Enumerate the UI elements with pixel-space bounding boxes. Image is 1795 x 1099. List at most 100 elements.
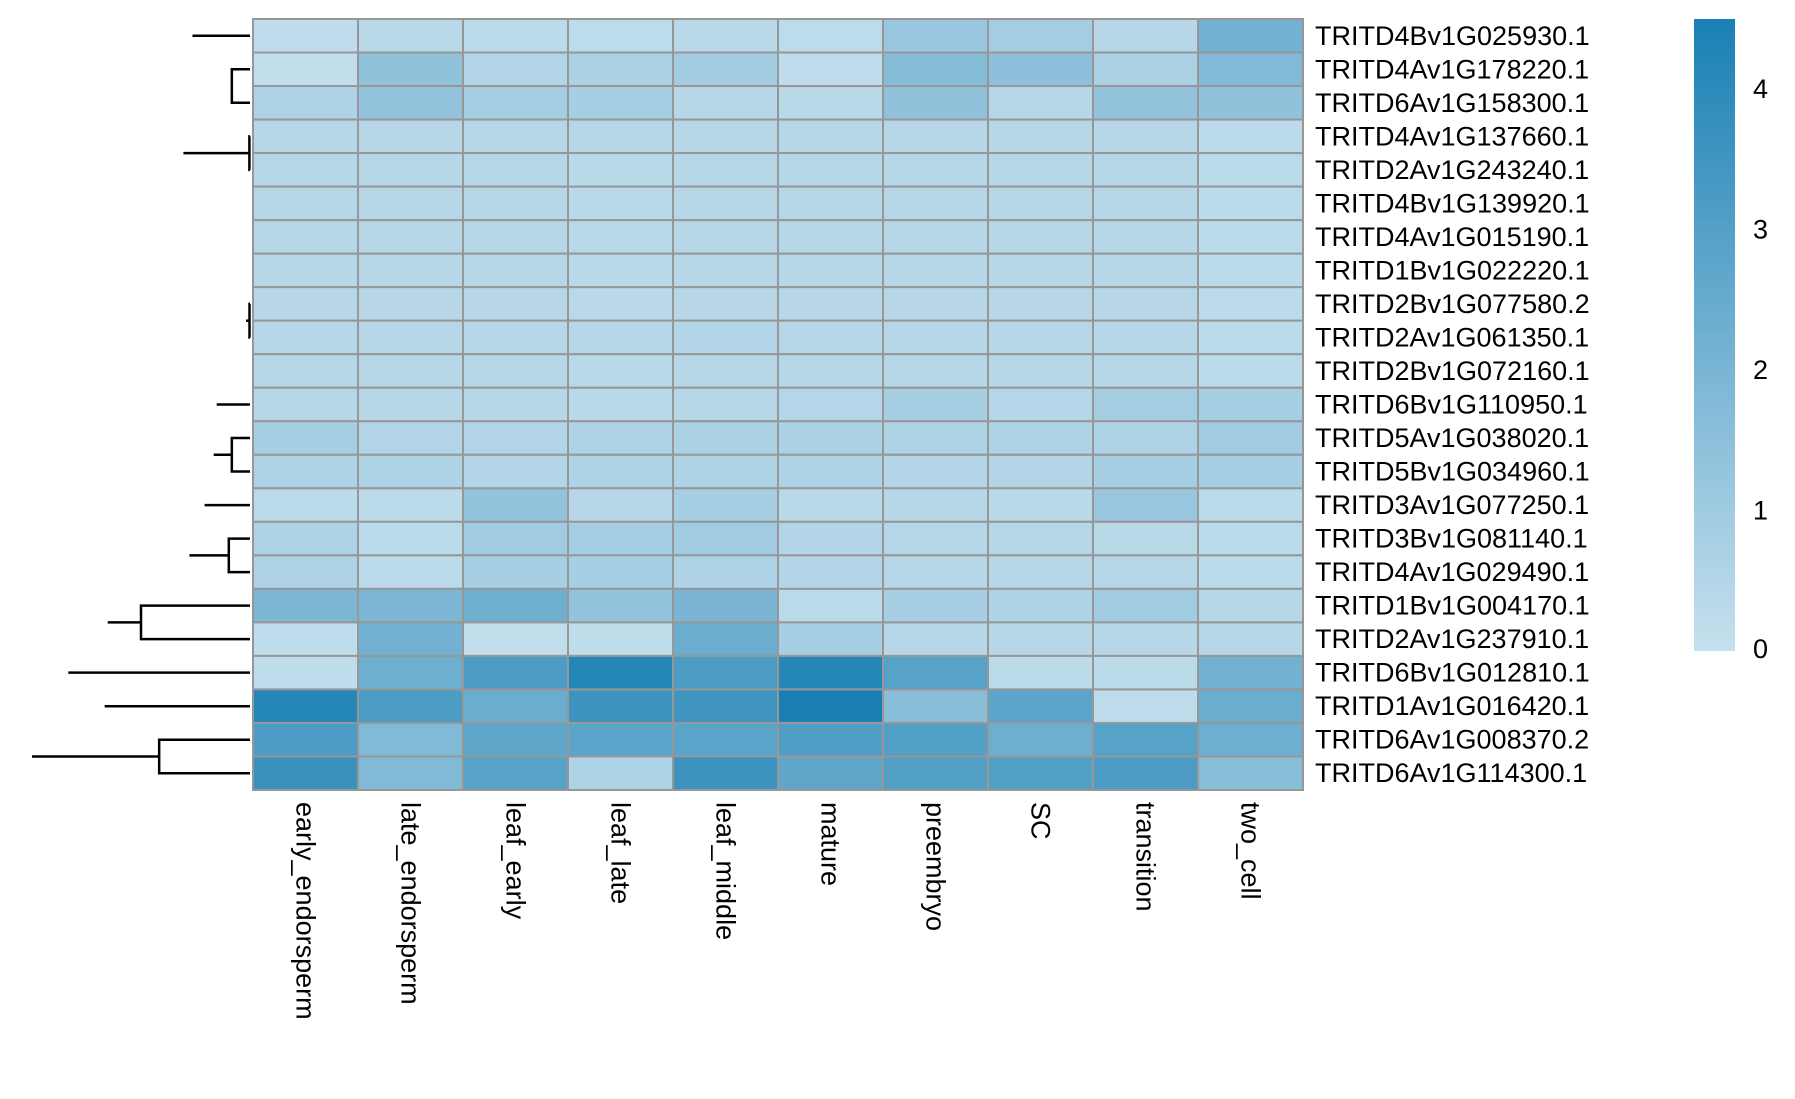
heatmap-cell [672, 755, 779, 792]
heatmap-cell [987, 654, 1094, 691]
heatmap-cell [567, 453, 674, 490]
row-label: TRITD5Bv1G034960.1 [1315, 457, 1590, 487]
heatmap-cell [567, 286, 674, 322]
heatmap-cell [357, 18, 464, 54]
heatmap-cell [882, 721, 989, 758]
heatmap-cell [252, 755, 359, 792]
row-label: TRITD5Av1G038020.1 [1315, 423, 1589, 453]
column-labels: early_endorsperm late_endorsperm leaf_earl… [291, 802, 1266, 1020]
heatmap-cell [777, 286, 884, 322]
heatmap-cell [357, 420, 464, 456]
heatmap-cell [882, 286, 989, 322]
heatmap-cell [882, 85, 989, 121]
heatmap-cell [567, 185, 674, 222]
heatmap-cell [672, 85, 779, 121]
heatmap-cell [672, 688, 779, 724]
heatmap-cell [777, 554, 884, 590]
heatmap-cell [672, 353, 779, 389]
heatmap-cell [252, 621, 359, 657]
heatmap-cell [882, 252, 989, 289]
heatmap-cell [567, 386, 674, 423]
heatmap-cell [357, 755, 464, 792]
heatmap-cell [1092, 118, 1199, 155]
heatmap-cell [672, 420, 779, 456]
heatmap-cell [462, 621, 569, 657]
heatmap-cell [252, 721, 359, 758]
row-label: TRITD2Av1G237910.1 [1315, 624, 1589, 654]
heatmap-cell [462, 353, 569, 389]
heatmap-cell [357, 520, 464, 557]
heatmap-cell [672, 453, 779, 490]
legend-tick-label: 2 [1753, 355, 1768, 385]
heatmap-cell [1092, 353, 1199, 389]
column-label: late_endorsperm [396, 802, 426, 1005]
heatmap-cell [1092, 654, 1199, 691]
heatmap-cell [357, 51, 464, 88]
heatmap-cell [987, 85, 1094, 121]
heatmap-cell [252, 587, 359, 624]
heatmap-cell [777, 520, 884, 557]
row-label: TRITD6Bv1G110950.1 [1315, 390, 1588, 420]
heatmap-cell [252, 520, 359, 557]
heatmap-cell [357, 85, 464, 121]
heatmap-cell [882, 319, 989, 356]
column-label: transition [1131, 802, 1161, 912]
heatmap-cell [672, 587, 779, 624]
column-label: leaf_early [501, 802, 531, 920]
heatmap-cell [1092, 688, 1199, 724]
heatmap-cell [1197, 621, 1304, 657]
heatmap-cell [1092, 252, 1199, 289]
heatmap-cell [462, 386, 569, 423]
column-label: SC [1026, 802, 1056, 840]
heatmap-cell [1197, 453, 1304, 490]
heatmap-cell [567, 252, 674, 289]
heatmap-cell [462, 286, 569, 322]
heatmap-cell [1092, 18, 1199, 54]
heatmap-cell [882, 185, 989, 222]
heatmap-cell [672, 152, 779, 188]
heatmap-cell [1197, 85, 1304, 121]
legend-color-bar [1694, 19, 1735, 651]
heatmap-cell [357, 453, 464, 490]
heatmap-cell [987, 386, 1094, 423]
heatmap-cell [1092, 721, 1199, 758]
heatmap-cell [252, 252, 359, 289]
heatmap-cell [357, 386, 464, 423]
heatmap-cell [1092, 621, 1199, 657]
heatmap-cell [357, 554, 464, 590]
heatmap-cell [567, 721, 674, 758]
heatmap-cell [1197, 51, 1304, 88]
heatmap-cell [462, 520, 569, 557]
heatmap-cell [357, 688, 464, 724]
row-label: TRITD4Av1G178220.1 [1315, 54, 1589, 84]
legend-tick-label: 4 [1753, 74, 1768, 104]
heatmap-cell [567, 420, 674, 456]
dendrogram-branch [227, 537, 250, 574]
heatmap-cell [567, 554, 674, 590]
heatmap-cell [882, 487, 989, 523]
heatmap-cell [777, 319, 884, 356]
heatmap-cell [777, 353, 884, 389]
heatmap-cell [252, 688, 359, 724]
heatmap-cell [1197, 18, 1304, 54]
heatmap-cell [987, 688, 1094, 724]
heatmap-cell [252, 386, 359, 423]
heatmap-cell [567, 587, 674, 624]
heatmap-cell [672, 487, 779, 523]
heatmap-cell [462, 654, 569, 691]
heatmap-cell [882, 587, 989, 624]
heatmap-cell [462, 420, 569, 456]
heatmap-cell [1197, 420, 1304, 456]
heatmap-cell [882, 219, 989, 255]
heatmap-cell [1197, 118, 1304, 155]
column-label: leaf_middle [711, 802, 741, 940]
heatmap-cell [462, 85, 569, 121]
heatmap-cell [357, 487, 464, 523]
heatmap-cell [777, 755, 884, 792]
heatmap-cell [672, 654, 779, 691]
heatmap-cell [567, 319, 674, 356]
heatmap-cell [567, 152, 674, 188]
heatmap-cell [987, 51, 1094, 88]
heatmap-cell [672, 319, 779, 356]
